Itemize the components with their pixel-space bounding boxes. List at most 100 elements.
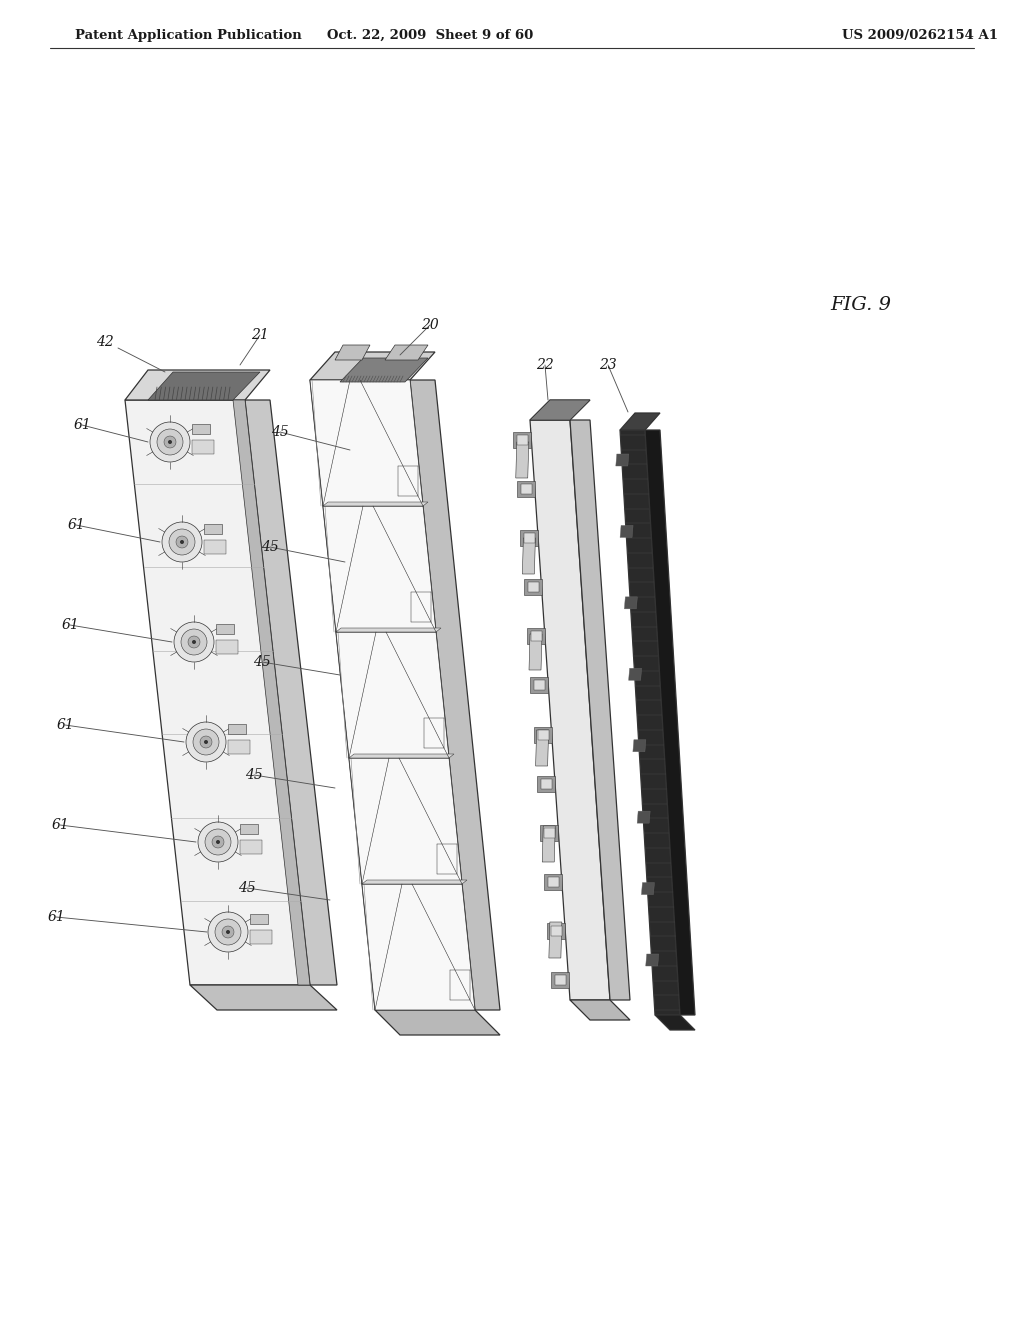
Text: 61: 61: [47, 909, 65, 924]
Text: US 2009/0262154 A1: US 2009/0262154 A1: [842, 29, 998, 41]
Polygon shape: [646, 954, 658, 966]
Polygon shape: [349, 754, 454, 758]
Circle shape: [157, 429, 183, 455]
Circle shape: [193, 729, 219, 755]
Polygon shape: [549, 921, 562, 958]
Text: Oct. 22, 2009  Sheet 9 of 60: Oct. 22, 2009 Sheet 9 of 60: [327, 29, 534, 41]
Polygon shape: [641, 883, 654, 895]
Circle shape: [181, 630, 207, 655]
Polygon shape: [645, 430, 695, 1015]
Polygon shape: [615, 454, 629, 466]
Circle shape: [198, 822, 238, 862]
Polygon shape: [530, 420, 610, 1001]
Polygon shape: [548, 876, 559, 887]
Polygon shape: [530, 677, 548, 693]
Text: 61: 61: [56, 718, 74, 733]
Polygon shape: [410, 380, 500, 1010]
Polygon shape: [530, 400, 590, 420]
Bar: [193, 440, 214, 454]
Circle shape: [222, 927, 234, 939]
Polygon shape: [193, 424, 210, 434]
Polygon shape: [349, 758, 462, 884]
Polygon shape: [190, 985, 337, 1010]
Text: 45: 45: [239, 880, 256, 895]
Polygon shape: [228, 723, 246, 734]
Text: 61: 61: [68, 517, 85, 532]
Polygon shape: [637, 812, 650, 824]
Polygon shape: [125, 400, 310, 985]
Polygon shape: [530, 400, 590, 420]
Bar: [228, 741, 250, 754]
Polygon shape: [362, 884, 475, 1010]
Polygon shape: [541, 825, 558, 841]
Text: 22: 22: [537, 358, 554, 372]
Circle shape: [205, 829, 231, 855]
Polygon shape: [534, 726, 552, 743]
Text: FIG. 9: FIG. 9: [830, 296, 891, 314]
Circle shape: [150, 422, 190, 462]
Polygon shape: [362, 880, 467, 884]
Polygon shape: [625, 597, 637, 609]
Polygon shape: [335, 345, 370, 360]
Bar: [250, 931, 272, 944]
Polygon shape: [545, 828, 555, 838]
Circle shape: [208, 912, 248, 952]
Polygon shape: [240, 824, 258, 834]
Polygon shape: [385, 345, 428, 360]
Text: 23: 23: [599, 358, 616, 372]
Circle shape: [176, 536, 188, 548]
Polygon shape: [555, 975, 565, 985]
Circle shape: [215, 919, 241, 945]
Text: 21: 21: [251, 327, 269, 342]
Polygon shape: [551, 972, 568, 987]
Polygon shape: [375, 1010, 500, 1035]
Circle shape: [216, 840, 220, 843]
Circle shape: [193, 640, 196, 644]
Polygon shape: [529, 634, 542, 671]
Polygon shape: [517, 480, 535, 498]
Polygon shape: [216, 624, 234, 634]
Polygon shape: [521, 484, 531, 494]
Polygon shape: [544, 874, 562, 890]
Polygon shape: [233, 400, 310, 985]
Polygon shape: [620, 430, 680, 1015]
Circle shape: [212, 836, 224, 847]
Polygon shape: [527, 628, 545, 644]
Polygon shape: [530, 631, 542, 642]
Polygon shape: [570, 1001, 630, 1020]
Circle shape: [226, 931, 230, 935]
Polygon shape: [537, 776, 555, 792]
Circle shape: [188, 636, 200, 648]
Polygon shape: [570, 420, 630, 1001]
Circle shape: [162, 521, 202, 562]
Text: Patent Application Publication: Patent Application Publication: [75, 29, 302, 41]
Polygon shape: [620, 413, 660, 430]
Text: 61: 61: [61, 618, 79, 632]
Polygon shape: [543, 826, 555, 862]
Polygon shape: [629, 668, 642, 680]
Circle shape: [186, 722, 226, 762]
Polygon shape: [310, 380, 475, 1010]
Polygon shape: [633, 739, 646, 751]
Polygon shape: [527, 582, 539, 593]
Text: 45: 45: [271, 425, 289, 440]
Polygon shape: [513, 432, 531, 447]
Polygon shape: [523, 579, 542, 595]
Polygon shape: [538, 730, 549, 739]
Circle shape: [200, 737, 212, 748]
Polygon shape: [551, 925, 562, 936]
Bar: [204, 540, 226, 554]
Polygon shape: [541, 779, 552, 788]
Text: 42: 42: [96, 335, 114, 348]
Polygon shape: [522, 539, 536, 574]
Polygon shape: [245, 400, 337, 985]
Polygon shape: [655, 1015, 695, 1030]
Polygon shape: [516, 442, 528, 478]
Polygon shape: [517, 436, 528, 445]
Circle shape: [174, 622, 214, 663]
Polygon shape: [340, 358, 428, 381]
Bar: [216, 640, 238, 653]
Circle shape: [169, 529, 195, 554]
Polygon shape: [524, 533, 536, 544]
Polygon shape: [535, 680, 546, 690]
